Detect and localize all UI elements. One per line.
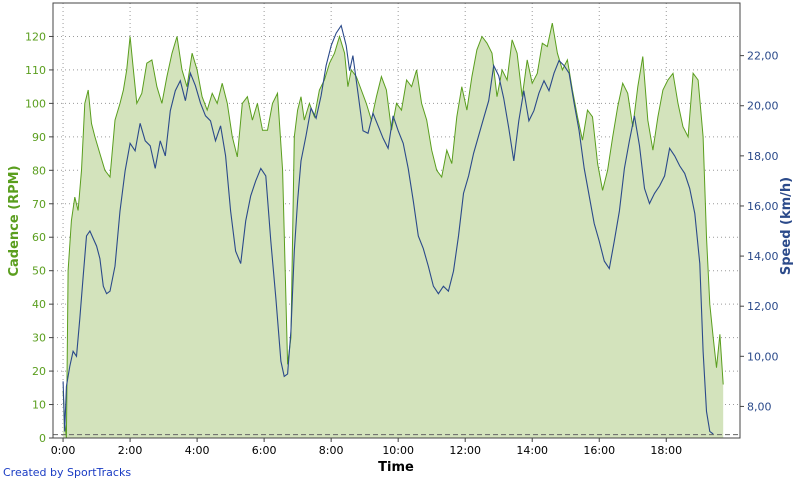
x-tick-label: 16:00 <box>583 444 615 457</box>
left-tick-label: 120 <box>25 30 46 43</box>
left-tick-label: 100 <box>25 97 46 110</box>
right-tick-label: 22,00 <box>747 50 779 63</box>
left-tick-label: 60 <box>32 231 46 244</box>
x-axis-ticks: 0:00 2:00 4:00 6:00 8:00 10:00 12:00 14:00 16:00… <box>51 438 682 457</box>
left-tick-label: 80 <box>32 164 46 177</box>
x-tick-label: 2:00 <box>118 444 143 457</box>
left-tick-label: 20 <box>32 365 46 378</box>
left-tick-label: 40 <box>32 298 46 311</box>
x-axis-title: Time <box>378 460 414 475</box>
left-tick-label: 110 <box>25 64 46 77</box>
left-tick-label: 90 <box>32 131 46 144</box>
credit-text: Created by SportTracks <box>3 466 131 479</box>
x-tick-label: 8:00 <box>319 444 344 457</box>
x-tick-label: 12:00 <box>449 444 481 457</box>
right-tick-label: 18,00 <box>747 150 779 163</box>
left-axis-title: Cadence (RPM) <box>7 165 22 276</box>
speed-line <box>62 24 714 435</box>
right-tick-label: 10,00 <box>747 350 779 363</box>
right-tick-label: 8,00 <box>747 400 772 413</box>
right-tick-label: 20,00 <box>747 100 779 113</box>
right-axis-ticks: 8,00 10,00 12,00 14,00 16,00 18,00 20,00 22,00 <box>740 50 779 413</box>
x-tick-label: 18:00 <box>650 444 682 457</box>
plot-border <box>52 2 741 439</box>
left-tick-label: 10 <box>32 399 46 412</box>
left-tick-label: 0 <box>39 432 46 445</box>
x-tick-label: 14:00 <box>516 444 548 457</box>
right-tick-label: 14,00 <box>747 250 779 263</box>
left-axis-ticks: 0 10 20 30 40 50 60 70 80 90 100 110 120 <box>25 30 53 445</box>
right-axis-title: Speed (km/h) <box>779 177 794 275</box>
x-tick-label: 4:00 <box>185 444 210 457</box>
x-tick-label: 0:00 <box>51 444 76 457</box>
left-tick-label: 70 <box>32 198 46 211</box>
cadence-area <box>63 23 724 438</box>
x-tick-label: 6:00 <box>252 444 277 457</box>
left-tick-label: 30 <box>32 332 46 345</box>
right-tick-label: 12,00 <box>747 300 779 313</box>
right-tick-label: 16,00 <box>747 200 779 213</box>
left-tick-label: 50 <box>32 265 46 278</box>
cadence-line <box>62 22 724 439</box>
x-tick-label: 10:00 <box>382 444 414 457</box>
